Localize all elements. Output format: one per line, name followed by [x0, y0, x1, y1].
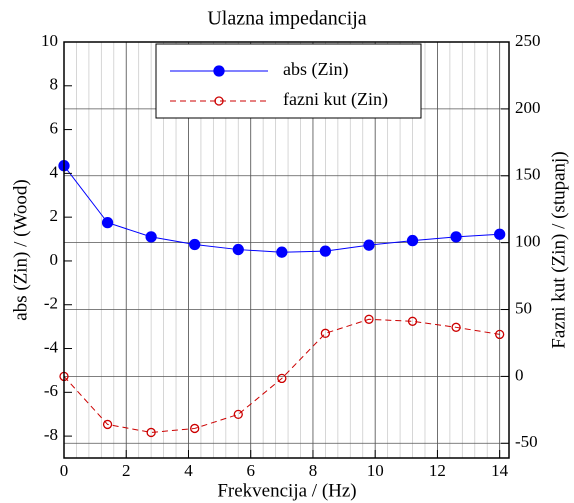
point	[233, 409, 243, 420]
y2-tick-label: 250	[515, 31, 541, 50]
y-tick-label: -8	[44, 425, 58, 444]
point	[495, 329, 505, 340]
y2-tick-label: -50	[515, 432, 538, 451]
point	[189, 238, 201, 251]
point	[406, 234, 419, 247]
point	[320, 328, 331, 338]
plot	[58, 160, 506, 438]
legend-box	[155, 43, 422, 119]
point	[450, 231, 462, 243]
x-tick-label: 12	[429, 461, 446, 480]
y2-tick-label: 200	[515, 98, 541, 117]
point	[451, 322, 461, 332]
point	[494, 228, 506, 240]
point	[276, 246, 288, 258]
chart-title: Ulazna impedancija	[207, 8, 366, 30]
x-tick-label: 6	[246, 461, 255, 480]
y2-tick-label: 100	[515, 232, 541, 251]
x-tick-label: 2	[122, 461, 131, 480]
point	[364, 314, 374, 324]
point	[407, 316, 418, 326]
legend-marker	[214, 96, 224, 106]
point	[363, 239, 375, 251]
y-axis-label: abs (Zin) / (Wood)	[10, 179, 31, 320]
legend-label: abs (Zin)	[283, 59, 348, 80]
point	[190, 423, 200, 434]
x-tick-label: 4	[184, 461, 193, 480]
y-tick-label: -2	[44, 294, 58, 313]
point	[102, 419, 113, 430]
point	[319, 245, 332, 257]
legend-marker	[213, 65, 225, 77]
y2-tick-label: 150	[515, 165, 541, 184]
point	[146, 427, 156, 438]
legend: abs (Zin) fazni kut (Zin)	[155, 43, 422, 119]
y-tick-label: -6	[44, 381, 58, 400]
series-line	[63, 318, 500, 433]
y-tick-label: 0	[50, 250, 59, 269]
y-tick-label: 6	[50, 118, 59, 137]
point	[101, 216, 114, 229]
y-tick-label: 4	[50, 162, 59, 181]
point	[145, 231, 157, 243]
x-tick-label: 14	[491, 461, 509, 480]
y-tick-label: -4	[44, 337, 59, 356]
y2-tick-label: 0	[515, 365, 524, 384]
y-tick-label: 10	[41, 31, 58, 50]
legend-label: fazni kut (Zin)	[283, 89, 388, 110]
x-tick-label: 0	[60, 461, 69, 480]
x-axis-label: Frekvencija / (Hz)	[217, 480, 356, 501]
point	[277, 373, 287, 384]
y-tick-label: 2	[50, 206, 59, 225]
y2-tick-label: 50	[515, 298, 532, 317]
x-tick-label: 10	[367, 461, 384, 480]
y-tick-label: 8	[50, 75, 59, 94]
point	[232, 243, 244, 256]
plot-frame	[63, 41, 510, 459]
y2-axis-label: Fazni kut (Zin) / (stupanj)	[548, 151, 569, 348]
x-tick-label: 8	[309, 461, 318, 480]
